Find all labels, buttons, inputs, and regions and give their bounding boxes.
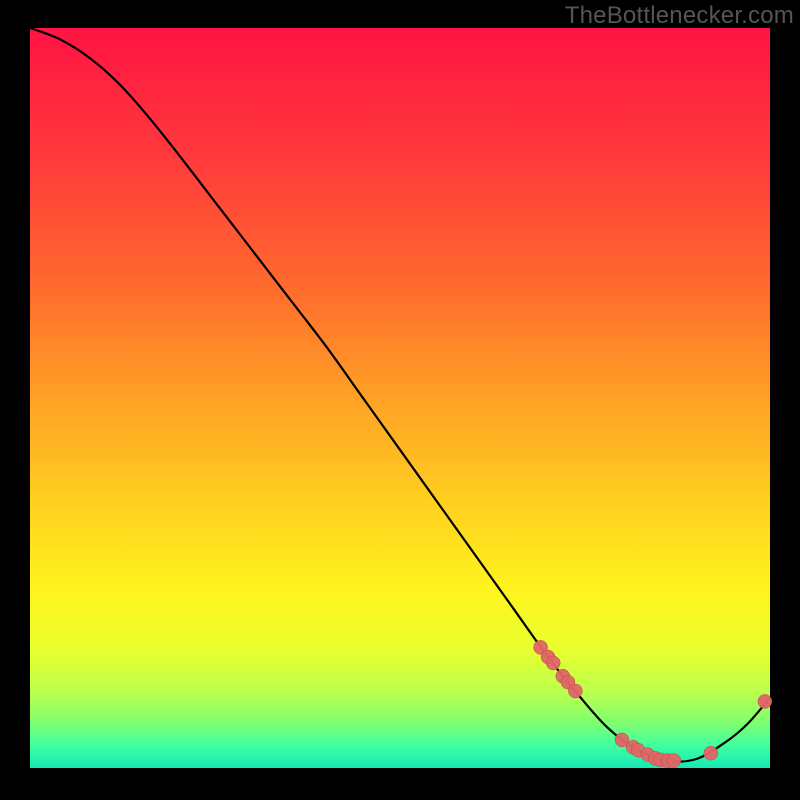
plot-background xyxy=(30,28,770,768)
data-marker xyxy=(568,684,582,698)
watermark-text: TheBottlenecker.com xyxy=(565,2,794,30)
data-marker xyxy=(704,746,718,760)
chart-container: TheBottlenecker.com xyxy=(0,0,800,800)
data-marker xyxy=(758,694,772,708)
bottleneck-chart xyxy=(0,0,800,800)
data-marker xyxy=(546,656,560,670)
data-marker xyxy=(667,754,681,768)
